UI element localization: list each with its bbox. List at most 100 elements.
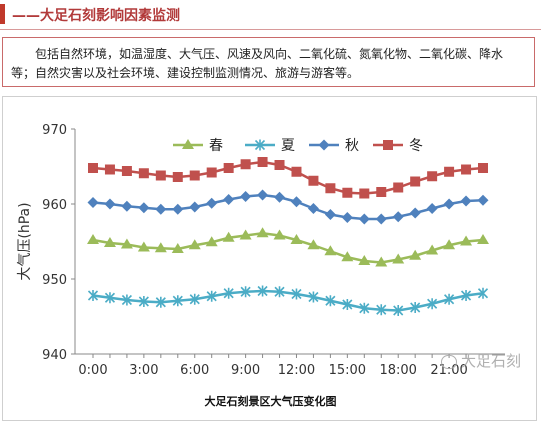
data-point — [257, 285, 268, 297]
data-point — [274, 286, 285, 298]
data-point — [274, 191, 286, 203]
data-point — [138, 168, 149, 179]
data-point — [341, 212, 353, 223]
data-point — [121, 294, 132, 306]
data-point — [291, 166, 302, 177]
y-axis-label: 大气压(hPa) — [17, 202, 33, 280]
data-point — [392, 211, 404, 223]
data-point — [104, 164, 115, 175]
legend-label-2: 秋 — [345, 138, 359, 154]
data-point — [206, 290, 217, 302]
data-point — [103, 237, 116, 247]
pressure-line-chart: 940 950 960 970 0:00 3:00 6:00 9:00 12:00 15:00 18… — [17, 123, 505, 378]
data-point — [257, 189, 269, 201]
data-point — [376, 304, 387, 316]
series-line-1 — [92, 289, 484, 312]
y-tick-label: 950 — [42, 273, 67, 288]
data-point — [444, 293, 455, 305]
x-tick-label: 9:00 — [231, 363, 260, 378]
data-point — [443, 239, 456, 250]
series-line-0 — [92, 231, 484, 264]
legend-marker-2 — [318, 139, 330, 151]
data-point — [188, 239, 201, 250]
data-point — [427, 171, 438, 182]
data-point — [308, 291, 319, 303]
x-tick-label: 12:00 — [278, 363, 315, 378]
data-point — [87, 290, 99, 301]
data-point — [426, 203, 438, 214]
data-point — [172, 295, 183, 307]
data-point — [444, 166, 455, 177]
data-point — [325, 183, 336, 194]
section-title: ——大足石刻影响因素监测 — [12, 8, 180, 24]
x-tick-label: 21:00 — [430, 363, 467, 378]
data-point — [240, 159, 251, 170]
data-point — [443, 198, 455, 210]
data-point — [460, 290, 472, 301]
y-tick-label: 940 — [42, 348, 67, 363]
data-point — [138, 202, 150, 214]
data-point — [393, 182, 404, 193]
y-tick-label: 960 — [42, 198, 67, 213]
data-point — [376, 187, 387, 197]
data-point — [223, 163, 234, 173]
data-point — [172, 203, 184, 215]
y-tick-label: 970 — [42, 123, 67, 138]
data-point — [291, 288, 302, 300]
data-point — [290, 234, 303, 244]
header-divider — [0, 29, 541, 30]
data-point — [410, 302, 421, 313]
data-point — [155, 296, 166, 308]
x-tick-label: 18:00 — [379, 363, 416, 378]
legend-marker-3 — [383, 140, 393, 150]
data-point — [189, 293, 200, 305]
data-point — [342, 187, 353, 198]
data-point — [307, 239, 320, 250]
data-point — [342, 299, 353, 310]
data-point — [120, 238, 133, 249]
data-point — [426, 244, 439, 255]
data-point — [240, 286, 251, 298]
data-point — [274, 160, 285, 170]
data-point — [477, 287, 489, 299]
data-point — [104, 292, 116, 304]
legend-label-1: 夏 — [281, 138, 295, 154]
series-line-3 — [92, 160, 484, 195]
data-point — [138, 296, 149, 307]
legend-marker-1 — [254, 139, 266, 151]
data-point — [461, 164, 472, 175]
series-line-2 — [92, 193, 484, 221]
data-point — [375, 213, 387, 225]
data-point — [460, 235, 473, 246]
data-point — [257, 157, 268, 167]
data-point — [88, 163, 98, 173]
data-point — [223, 194, 235, 205]
header-accent-bar — [0, 4, 5, 24]
data-point — [121, 200, 133, 212]
data-point — [477, 194, 489, 206]
data-point — [358, 213, 370, 225]
data-point — [392, 253, 405, 264]
data-point — [154, 242, 167, 253]
data-point — [155, 170, 166, 181]
data-point — [155, 203, 167, 215]
data-point — [324, 209, 336, 220]
data-point — [375, 256, 388, 267]
watermark: 大足石刻 — [440, 350, 521, 371]
data-point — [427, 298, 438, 310]
data-point — [121, 166, 132, 176]
data-point — [223, 287, 234, 299]
data-point — [240, 191, 252, 202]
data-point — [358, 255, 371, 265]
x-tick-label: 6:00 — [180, 363, 209, 378]
data-point — [393, 305, 404, 316]
x-tick-label: 15:00 — [329, 363, 366, 378]
data-point — [172, 172, 183, 182]
data-point — [341, 251, 354, 262]
data-point — [409, 207, 421, 219]
data-point — [189, 170, 200, 181]
data-point — [409, 249, 422, 260]
data-point — [290, 196, 302, 208]
data-point — [206, 167, 217, 178]
x-tick-label: 0:00 — [78, 363, 107, 378]
